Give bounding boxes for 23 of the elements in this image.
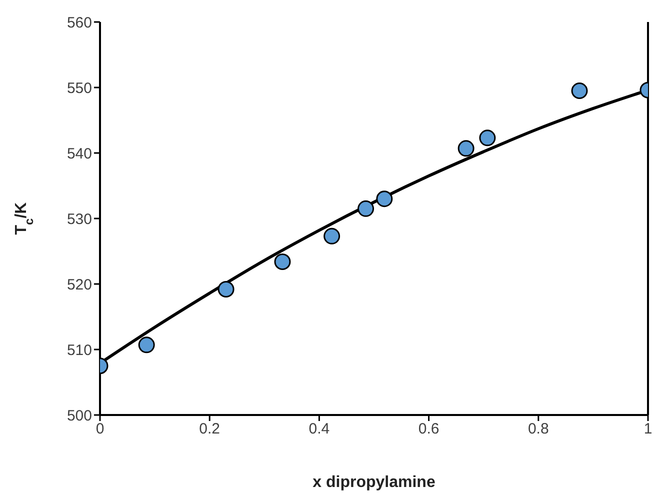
y-tick-label: 500 [66, 407, 92, 424]
x-axis-title: x dipropylamine [312, 474, 436, 491]
point [274, 253, 291, 270]
x-tick-label: 0.2 [199, 420, 220, 438]
x-tick-label: 0 [96, 420, 104, 438]
point [218, 280, 234, 298]
x-tick-label: 0.6 [418, 420, 440, 438]
point [324, 228, 340, 244]
y-tick-label: 520 [66, 276, 92, 294]
x-tick-label: 1 [644, 420, 652, 438]
y-tick-label: 560 [66, 14, 92, 32]
point [376, 190, 393, 208]
point [479, 130, 496, 146]
x-tick-label: 0.8 [528, 420, 549, 438]
y-tick-label: 510 [66, 342, 92, 359]
y-tick-label: 540 [66, 145, 92, 162]
point [458, 140, 474, 157]
point [358, 200, 374, 217]
y-tick-label: 530 [66, 210, 92, 228]
point [571, 82, 588, 100]
point [138, 336, 155, 354]
y-tick-label: 550 [66, 80, 92, 97]
x-tick-label: 0.4 [308, 420, 330, 438]
